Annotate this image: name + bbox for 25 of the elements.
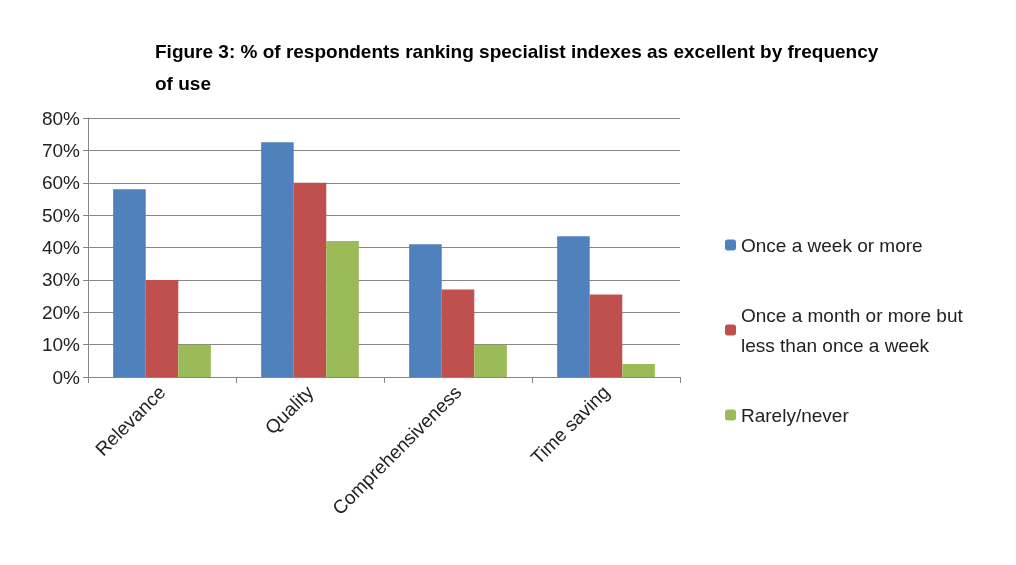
y-tick-label: 70% — [41, 139, 81, 161]
bar — [441, 289, 475, 377]
bar — [589, 294, 623, 377]
bar — [178, 344, 211, 377]
y-tick-label: 30% — [41, 269, 81, 291]
y-tick-label: 10% — [41, 334, 81, 356]
bar — [622, 364, 655, 377]
legend-label: Rarely/never — [741, 404, 850, 426]
bar — [557, 236, 590, 377]
bar — [113, 189, 146, 377]
bar — [474, 344, 507, 377]
y-tick-label: 0% — [52, 366, 81, 388]
legend-label: Once a week or more — [741, 234, 923, 256]
bar — [293, 182, 327, 377]
legend-label: Once a month or more but less than once a week — [741, 304, 969, 356]
bar — [145, 279, 179, 377]
bar — [261, 142, 294, 377]
chart-title: Figure 3: % of respondents ranking specialist indexes as excellent by frequency of use — [155, 40, 884, 94]
y-tick-label: 60% — [41, 172, 81, 194]
y-tick-label: 80% — [41, 107, 81, 129]
bar — [326, 241, 359, 377]
y-tick-label: 20% — [41, 301, 81, 323]
y-tick-label: 50% — [41, 204, 81, 226]
y-tick-label: 40% — [41, 237, 81, 258]
bar — [409, 244, 442, 377]
